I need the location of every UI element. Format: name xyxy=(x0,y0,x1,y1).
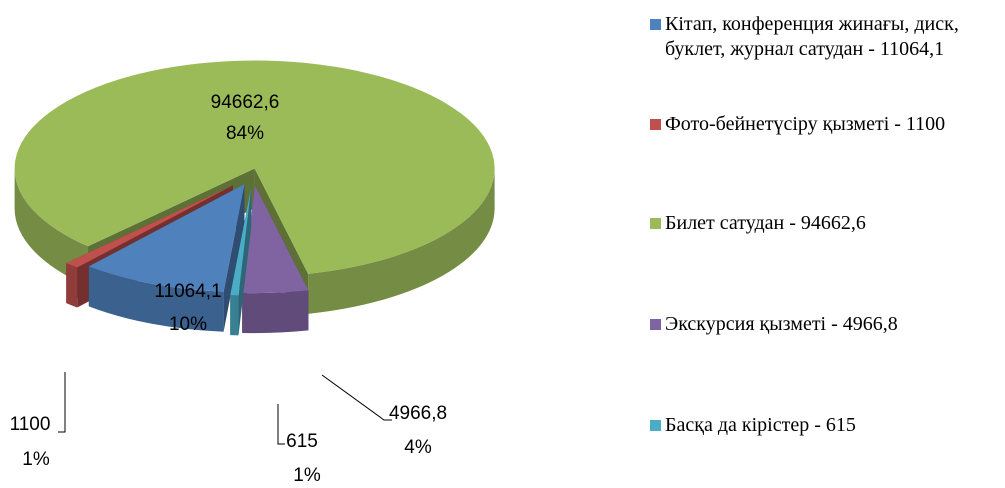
legend-swatch xyxy=(650,19,661,30)
legend-item: Экскурсия қызметі - 4966,8 xyxy=(650,312,1002,337)
legend-item: Фото-бейнетүсіру қызметі - 1100 xyxy=(650,112,1002,137)
data-label: 1100 xyxy=(10,414,51,435)
legend-label: Фото-бейнетүсіру қызметі - 1100 xyxy=(665,113,946,135)
slice xyxy=(14,60,495,274)
slice xyxy=(66,185,233,268)
slice-wall xyxy=(66,263,78,308)
slice-wall xyxy=(14,168,89,287)
data-label: 615 xyxy=(286,431,318,452)
data-label: 11064,1 xyxy=(154,281,221,302)
slice-wall xyxy=(88,266,224,332)
percent-label: 1% xyxy=(22,449,50,470)
data-label: 94662,6 xyxy=(211,92,280,113)
legend-swatch xyxy=(650,319,661,330)
slice-wall xyxy=(230,295,239,336)
slice-wall xyxy=(308,168,495,314)
slice xyxy=(230,187,252,296)
legend-item: Билет сатудан - 94662,6 xyxy=(650,211,1002,236)
slice xyxy=(88,184,245,292)
percent-label: 4% xyxy=(404,437,432,458)
legend-swatch xyxy=(650,420,661,431)
legend-item: Кітап, конференция жинағы, диск, буклет,… xyxy=(650,12,1002,62)
leader-line xyxy=(58,372,66,433)
legend-label: Экскурсия қызметі - 4966,8 xyxy=(665,313,898,335)
percent-label: 84% xyxy=(226,123,264,144)
percent-label: 1% xyxy=(293,465,321,486)
percent-label: 10% xyxy=(169,314,207,335)
leader-line xyxy=(277,404,285,445)
data-label: 4966,8 xyxy=(389,403,447,424)
chart: 11064,1 10% 1100 1% 94662,6 84% 4966,8 4% 615 1% xyxy=(10,60,495,486)
legend-item: Басқа да кірістер - 615 xyxy=(650,413,1002,438)
legend-label: Басқа да кірістер - 615 xyxy=(665,414,856,436)
slice xyxy=(242,185,309,294)
legend-label: Кітап, конференция жинағы, диск, буклет,… xyxy=(665,13,959,60)
leader-line xyxy=(321,374,392,421)
legend-label: Билет сатудан - 94662,6 xyxy=(665,212,866,234)
slice-wall xyxy=(242,290,309,334)
legend-swatch xyxy=(650,218,661,229)
legend-swatch xyxy=(650,119,661,130)
